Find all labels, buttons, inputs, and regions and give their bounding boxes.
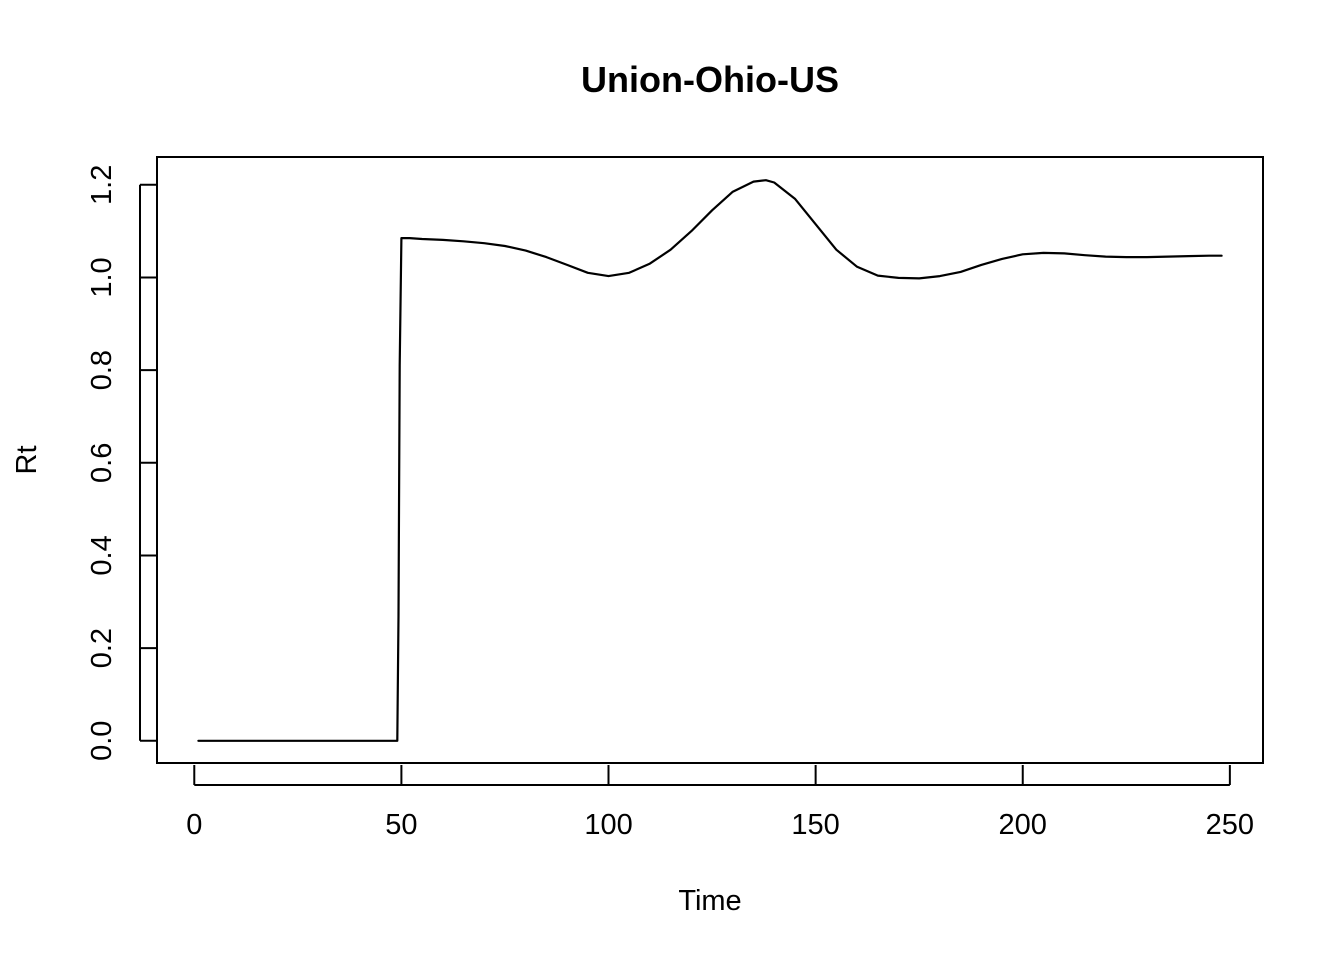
x-tick-label: 100 bbox=[584, 809, 632, 841]
x-tick-label: 200 bbox=[999, 809, 1047, 841]
x-tick-label: 150 bbox=[791, 809, 839, 841]
x-tick-label: 250 bbox=[1206, 809, 1254, 841]
x-tick-label: 50 bbox=[385, 809, 417, 841]
y-tick-label: 0.8 bbox=[86, 350, 118, 390]
y-tick-label: 1.0 bbox=[86, 257, 118, 297]
y-axis: 0.0 0.2 0.4 0.6 0.8 1.0 1.2 bbox=[86, 165, 157, 761]
y-tick-label: 1.2 bbox=[86, 165, 118, 205]
x-tick-label: 0 bbox=[186, 809, 202, 841]
x-axis-label: Time bbox=[678, 885, 741, 917]
plot-frame bbox=[156, 156, 1264, 764]
y-tick-label: 0.0 bbox=[86, 721, 118, 761]
x-axis: 0 50 100 150 200 250 bbox=[186, 765, 1254, 841]
y-axis-label: Rt bbox=[11, 446, 43, 475]
y-tick-label: 0.4 bbox=[86, 535, 118, 575]
y-tick-label: 0.2 bbox=[86, 628, 118, 668]
series-layer bbox=[197, 179, 1223, 742]
series-line bbox=[197, 179, 1223, 742]
y-tick-label: 0.6 bbox=[86, 443, 118, 483]
chart-title: Union-Ohio-US bbox=[581, 59, 839, 100]
